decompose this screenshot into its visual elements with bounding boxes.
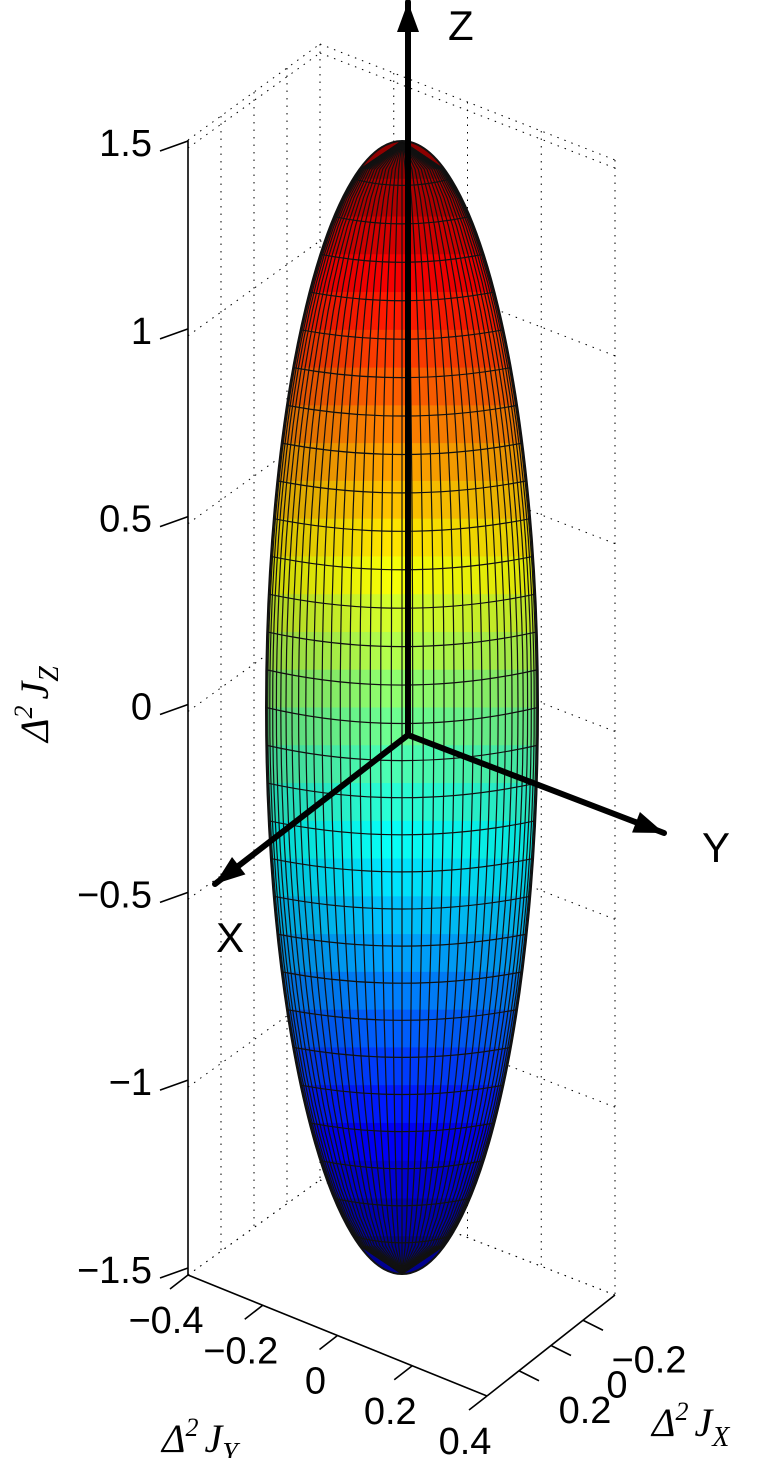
x-tick-mark bbox=[582, 1319, 604, 1331]
x-tick-mark bbox=[518, 1370, 540, 1382]
longitude-line bbox=[359, 141, 403, 1274]
grid-zline-left bbox=[187, 240, 321, 337]
y-tick-mark bbox=[468, 1395, 488, 1411]
coordinate-arrows bbox=[212, 0, 667, 887]
z-tick-mark bbox=[159, 515, 189, 528]
x-tick-label: 0 bbox=[606, 1365, 627, 1407]
x-tick-label: −0.2 bbox=[611, 1339, 686, 1381]
longitude-line bbox=[401, 141, 537, 1274]
longitude-line bbox=[401, 141, 524, 1274]
y-tick-label: 0 bbox=[305, 1361, 326, 1403]
y-arrow-label: Y bbox=[702, 824, 730, 871]
z-tick-mark bbox=[159, 891, 189, 904]
ellipsoid-outline bbox=[265, 140, 539, 1275]
longitude-line bbox=[369, 141, 403, 1274]
longitude-line bbox=[401, 141, 474, 1274]
y-tick-mark bbox=[393, 1365, 413, 1381]
z-tick-mark bbox=[159, 328, 189, 340]
longitude-line bbox=[401, 141, 483, 1274]
longitude-line bbox=[401, 141, 529, 1274]
y-tick-label: −0.4 bbox=[128, 1300, 203, 1342]
z-tick-mark bbox=[159, 140, 189, 152]
longitude-line bbox=[291, 141, 403, 1274]
longitude-line bbox=[401, 141, 445, 1274]
longitude-line bbox=[269, 141, 403, 1274]
longitude-line bbox=[330, 141, 403, 1274]
y-tick-label: 0.4 bbox=[439, 1421, 492, 1458]
x-tick-mark bbox=[550, 1344, 572, 1357]
z-arrow-label: Z bbox=[448, 2, 474, 49]
longitude-line bbox=[401, 141, 491, 1274]
z-arrow bbox=[397, 0, 419, 738]
x-arrow-label: X bbox=[216, 914, 244, 961]
longitude-line bbox=[380, 141, 403, 1274]
y-tick-mark bbox=[244, 1304, 264, 1320]
longitude-line bbox=[321, 141, 403, 1274]
grid-zline-left bbox=[187, 1179, 321, 1276]
y-tick-mark bbox=[319, 1334, 338, 1351]
longitude-line bbox=[401, 141, 519, 1274]
grid-zline-left bbox=[187, 52, 321, 149]
longitude-line bbox=[401, 141, 513, 1274]
grid-top-left-edge bbox=[187, 43, 321, 141]
longitude-line bbox=[275, 141, 403, 1274]
z-tick-label: 1.5 bbox=[99, 123, 152, 165]
z-tick-label: −1 bbox=[109, 1062, 152, 1104]
longitude-line bbox=[401, 141, 507, 1274]
z-tick-label: −0.5 bbox=[77, 874, 152, 916]
x-axis-label: Δ2 JX bbox=[650, 1397, 730, 1453]
longitude-line bbox=[349, 141, 403, 1274]
x-arrow bbox=[212, 732, 411, 887]
longitude-line bbox=[313, 141, 403, 1274]
y-tick-label: −0.2 bbox=[203, 1330, 278, 1372]
longitude-line bbox=[267, 141, 403, 1274]
ellipsoid-surface bbox=[265, 140, 539, 1275]
z-tick-mark bbox=[159, 1079, 189, 1091]
longitude-line bbox=[401, 141, 465, 1274]
z-tick-label: 0 bbox=[131, 687, 152, 729]
y-axis-label: Δ2 JY bbox=[160, 1413, 241, 1458]
z-axis-label: Δ2JZ bbox=[9, 666, 65, 744]
y-tick-mark bbox=[169, 1274, 189, 1290]
longitude-line bbox=[339, 141, 403, 1274]
longitude-line bbox=[305, 141, 403, 1274]
z-tick-mark bbox=[159, 1267, 189, 1279]
z-tick-label: −1.5 bbox=[77, 1250, 152, 1292]
longitude-line bbox=[401, 141, 435, 1274]
x-tick-label: 0.2 bbox=[559, 1390, 612, 1432]
longitude-line bbox=[401, 141, 455, 1274]
longitude-line bbox=[297, 141, 403, 1274]
y-tick-label: 0.2 bbox=[364, 1391, 417, 1433]
y-arrow bbox=[405, 732, 667, 836]
axis-frame bbox=[159, 140, 616, 1411]
longitude-line bbox=[390, 141, 403, 1274]
z-tick-label: 1 bbox=[131, 311, 152, 353]
longitude-line bbox=[280, 141, 403, 1274]
longitude-line bbox=[401, 141, 535, 1274]
z-tick-label: 0.5 bbox=[99, 499, 152, 541]
longitude-line bbox=[285, 141, 403, 1274]
grid-floor-left-edge bbox=[187, 1179, 321, 1276]
longitude-line bbox=[401, 141, 424, 1274]
longitude-line bbox=[401, 141, 532, 1274]
tick-labels: 1.510.50−0.5−1−1.5−0.4−0.200.20.4−0.200.… bbox=[77, 123, 687, 1458]
surface-mesh bbox=[266, 141, 538, 1274]
longitude-line bbox=[272, 141, 403, 1274]
z-tick-mark bbox=[159, 703, 189, 716]
longitude-line bbox=[401, 141, 499, 1274]
